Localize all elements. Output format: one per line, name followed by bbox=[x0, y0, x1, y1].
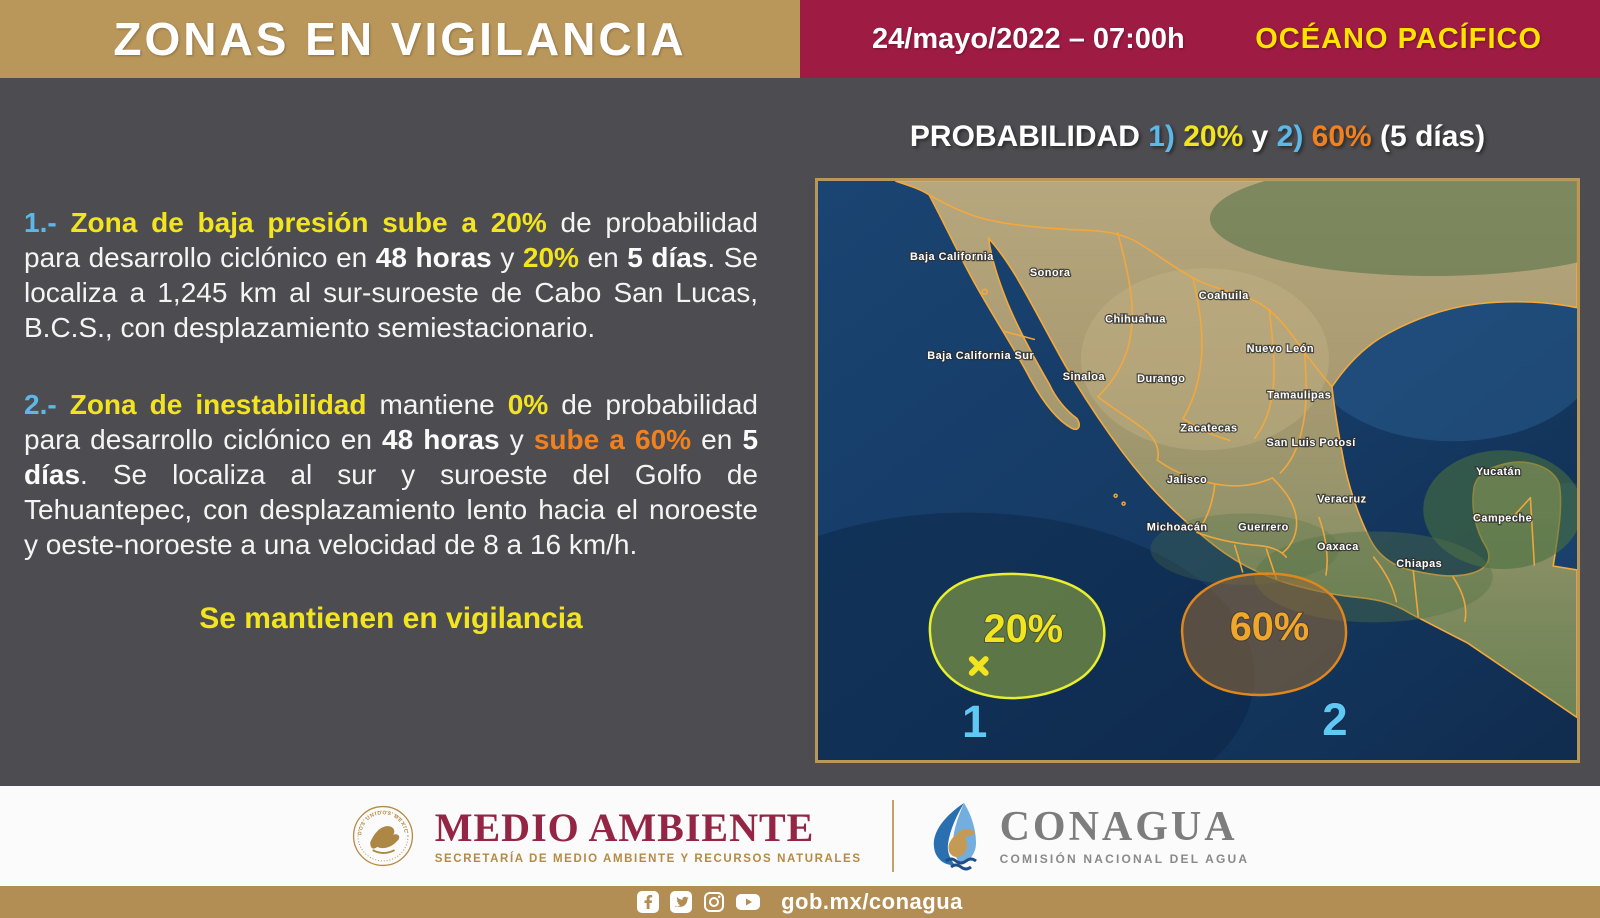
agency-logo-block: CONAGUA COMISIÓN NACIONAL DEL AGUA bbox=[924, 801, 1250, 871]
zone1-paragraph: 1.- Zona de baja presión sube a 20% de p… bbox=[24, 207, 759, 343]
ministry-subtitle: SECRETARÍA DE MEDIO AMBIENTE Y RECURSOS … bbox=[434, 852, 862, 865]
institutional-footer: ESTADOS UNIDOS MEXICANOS MEDIO AMBIENTE … bbox=[0, 786, 1600, 886]
zone-2-number: 2 bbox=[1322, 694, 1347, 745]
ministry-name: MEDIO AMBIENTE bbox=[434, 804, 815, 850]
mexico-satellite-map: Baja California Sonora Chihuahua Coahuila Nu… bbox=[818, 181, 1577, 760]
zone-1-center-marker bbox=[968, 656, 989, 676]
state-label: Guerrero bbox=[1238, 521, 1289, 533]
probability-title: PROBABILIDAD 1) 20% y 2) 60% (5 días) bbox=[909, 120, 1486, 153]
state-label: Nuevo León bbox=[1247, 343, 1314, 355]
state-label: Durango bbox=[1137, 373, 1185, 385]
header-title-section: ZONAS EN VIGILANCIA bbox=[0, 0, 800, 78]
state-label: Yucatán bbox=[1476, 466, 1521, 478]
zone2-paragraph: 2.- Zona de inestabilidad mantiene 0% de… bbox=[24, 389, 759, 560]
state-label: Baja California bbox=[910, 251, 994, 263]
state-label: Zacatecas bbox=[1180, 422, 1237, 434]
ocean-region-label: OCÉANO PACÍFICO bbox=[1255, 22, 1542, 55]
youtube-icon[interactable] bbox=[736, 891, 761, 913]
state-label: Chiapas bbox=[1396, 558, 1442, 570]
facebook-icon[interactable] bbox=[637, 891, 660, 913]
forecast-map: Baja California Sonora Chihuahua Coahuila Nu… bbox=[815, 178, 1580, 763]
ministry-logo-block: MEDIO AMBIENTE SECRETARÍA DE MEDIO AMBIE… bbox=[434, 804, 862, 865]
page-title: ZONAS EN VIGILANCIA bbox=[113, 13, 687, 65]
state-label: Sonora bbox=[1030, 267, 1071, 279]
mexico-national-seal-icon: ESTADOS UNIDOS MEXICANOS bbox=[352, 805, 413, 867]
seal-eagle bbox=[369, 826, 399, 849]
zone-1-number: 1 bbox=[962, 696, 987, 747]
state-label: San Luis Potosí bbox=[1266, 437, 1356, 449]
instagram-icon[interactable] bbox=[703, 891, 725, 913]
twitter-icon[interactable] bbox=[670, 891, 693, 913]
bulletin-text-column: 1.- Zona de baja presión sube a 20% de p… bbox=[24, 205, 758, 636]
bulletin-datetime: 24/mayo/2022 – 07:00h bbox=[872, 22, 1185, 55]
conagua-drop-icon bbox=[933, 803, 977, 871]
state-borders bbox=[928, 194, 1536, 623]
social-bar: gob.mx/conagua bbox=[0, 886, 1600, 918]
state-label: Oaxaca bbox=[1317, 541, 1359, 553]
state-label: Coahuila bbox=[1199, 290, 1249, 302]
state-label: Chihuahua bbox=[1105, 314, 1166, 326]
state-label: Campeche bbox=[1473, 512, 1532, 524]
state-label: Michoacán bbox=[1147, 521, 1208, 533]
gobmx-url[interactable]: gob.mx/conagua bbox=[781, 889, 963, 914]
state-label: Veracruz bbox=[1317, 494, 1366, 506]
watch-zone-2-outline bbox=[1180, 572, 1348, 697]
zone-2-probability: 60% bbox=[1230, 605, 1309, 649]
state-label: Sinaloa bbox=[1063, 371, 1106, 383]
state-label: Jalisco bbox=[1167, 474, 1207, 486]
map-labels: Baja California Sonora Chihuahua Coahuila Nu… bbox=[909, 250, 1533, 748]
state-label: Baja California Sur bbox=[927, 350, 1034, 362]
zone-1-probability: 20% bbox=[984, 607, 1063, 651]
watch-note: Se mantienen en vigilancia bbox=[199, 602, 583, 635]
header-meta-section: 24/mayo/2022 – 07:00h OCÉANO PACÍFICO bbox=[800, 0, 1600, 78]
agency-name: CONAGUA bbox=[999, 804, 1238, 850]
state-label: Tamaulipas bbox=[1267, 390, 1331, 402]
agency-subtitle: COMISIÓN NACIONAL DEL AGUA bbox=[999, 852, 1250, 866]
header-bar: ZONAS EN VIGILANCIA 24/mayo/2022 – 07:00… bbox=[0, 0, 1600, 78]
footer-divider bbox=[891, 800, 894, 872]
